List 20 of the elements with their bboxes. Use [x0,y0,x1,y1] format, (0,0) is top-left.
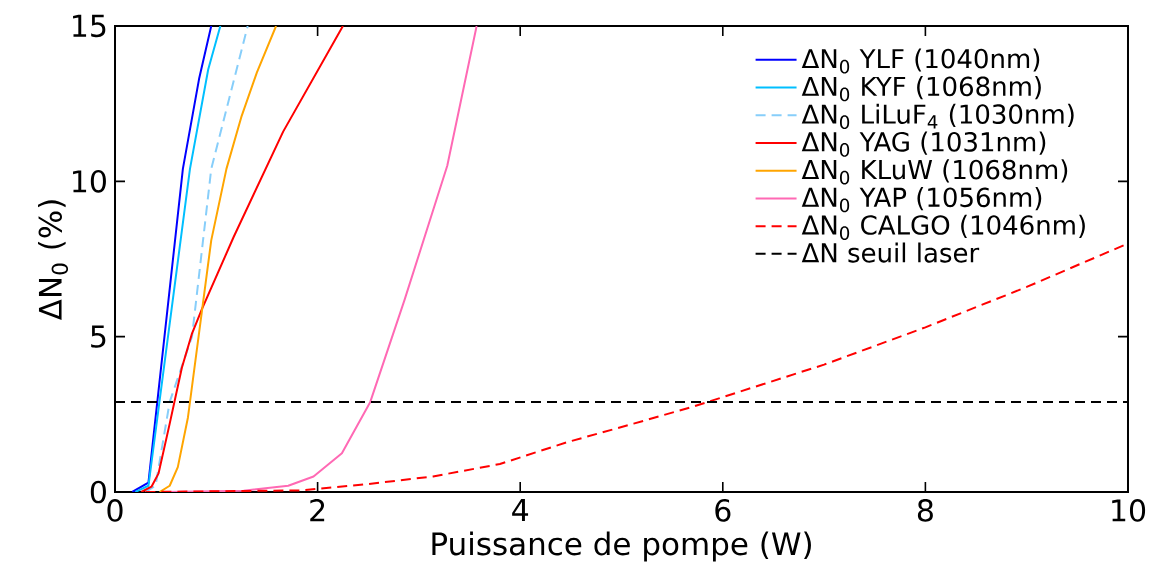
x-tick-label: 2 [310,499,325,522]
legend-label: ΔN$_{0}$ YAP (1056nm) [801,187,1042,213]
x-tick-label: 6 [715,499,731,522]
legend-label: ΔN$_{0}$ CALGO (1046nm) [801,214,1085,240]
y-tick-label: 15 [73,14,106,38]
y-tick-label: 5 [91,325,106,348]
y-tick-label: 10 [73,169,106,193]
y-axis-title: ΔN$_{0}$ (%) [38,200,69,321]
legend-label: ΔN seuil laser [801,242,980,263]
legend-label: ΔN$_{0}$ KLuW (1068nm) [801,159,1068,185]
legend-label: ΔN$_{0}$ YLF (1040nm) [801,48,1040,74]
x-axis-title: Puissance de pompe (W) [432,531,811,562]
y-tick-label: 0 [90,480,106,504]
x-tick-label: 8 [917,499,933,522]
x-tick-label: 10 [1112,499,1146,522]
x-tick-label: 0 [107,499,123,522]
x-tick-label: 4 [512,499,529,521]
legend-label: ΔN$_{0}$ KYF (1068nm) [801,76,1041,102]
legend-label: ΔN$_{0}$ LiLuF$_{4}$ (1030nm) [801,103,1074,130]
legend-label: ΔN$_{0}$ YAG (1031nm) [801,131,1046,157]
